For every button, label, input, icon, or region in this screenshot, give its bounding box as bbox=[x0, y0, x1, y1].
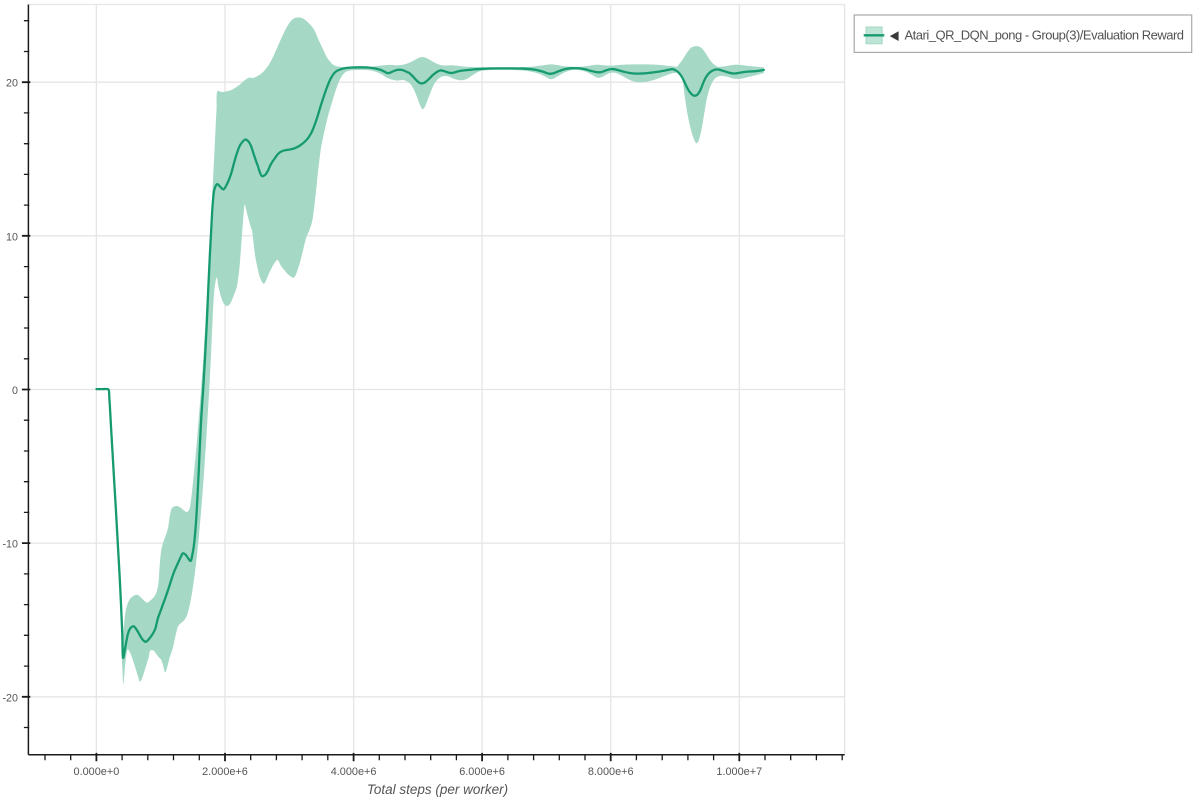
svg-text:20: 20 bbox=[6, 78, 18, 90]
svg-text:1.000e+7: 1.000e+7 bbox=[716, 766, 762, 778]
svg-text:-20: -20 bbox=[2, 692, 18, 704]
svg-text:0.000e+0: 0.000e+0 bbox=[74, 766, 120, 778]
svg-text:8.000e+6: 8.000e+6 bbox=[588, 766, 634, 778]
svg-text:2.000e+6: 2.000e+6 bbox=[202, 766, 248, 778]
svg-text:0: 0 bbox=[12, 385, 18, 397]
svg-text:-10: -10 bbox=[2, 539, 18, 551]
svg-text:Atari_QR_DQN_pong - Group(3)/E: Atari_QR_DQN_pong - Group(3)/Evaluation … bbox=[905, 28, 1184, 43]
svg-text:Total steps (per worker): Total steps (per worker) bbox=[367, 782, 508, 797]
svg-text:4.000e+6: 4.000e+6 bbox=[331, 766, 377, 778]
svg-text:10: 10 bbox=[6, 231, 18, 243]
svg-text:6.000e+6: 6.000e+6 bbox=[459, 766, 505, 778]
